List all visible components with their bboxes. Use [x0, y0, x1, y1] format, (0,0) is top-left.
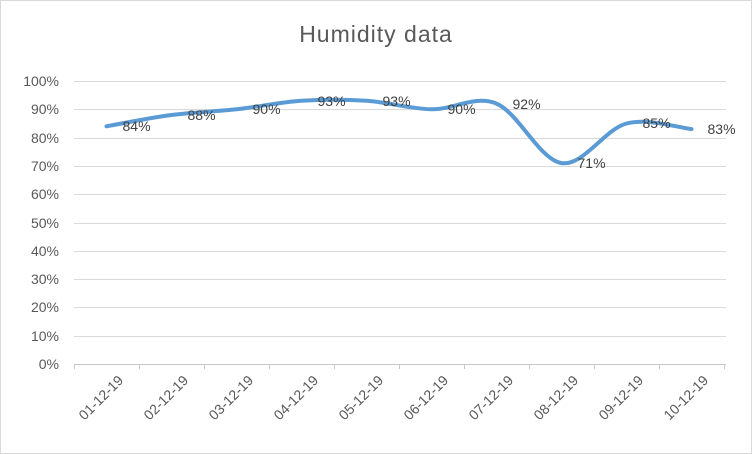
y-tick-label: 70%: [30, 157, 59, 174]
chart-title: Humidity data: [299, 21, 453, 47]
y-tick-label: 10%: [30, 327, 59, 344]
data-label: 90%: [447, 101, 476, 118]
data-label: 93%: [382, 92, 411, 109]
y-tick-label: 80%: [30, 129, 59, 146]
data-label: 84%: [122, 118, 151, 135]
y-tick-label: 90%: [30, 101, 59, 118]
y-tick-label: 100%: [23, 73, 59, 89]
y-tick-label: 40%: [30, 242, 59, 259]
data-label: 71%: [577, 155, 606, 172]
y-tick-label: 30%: [30, 271, 59, 288]
data-label: 88%: [187, 106, 216, 123]
y-tick-label: 60%: [30, 186, 59, 203]
y-tick-label: 20%: [30, 299, 59, 316]
y-tick-label: 0%: [38, 356, 59, 372]
data-label: 90%: [252, 101, 281, 118]
data-label: 92%: [512, 95, 541, 112]
data-label: 85%: [642, 115, 671, 132]
y-tick-label: 50%: [30, 214, 59, 231]
series-line: [104, 97, 694, 166]
data-label: 83%: [707, 121, 736, 138]
data-label: 93%: [317, 92, 346, 109]
